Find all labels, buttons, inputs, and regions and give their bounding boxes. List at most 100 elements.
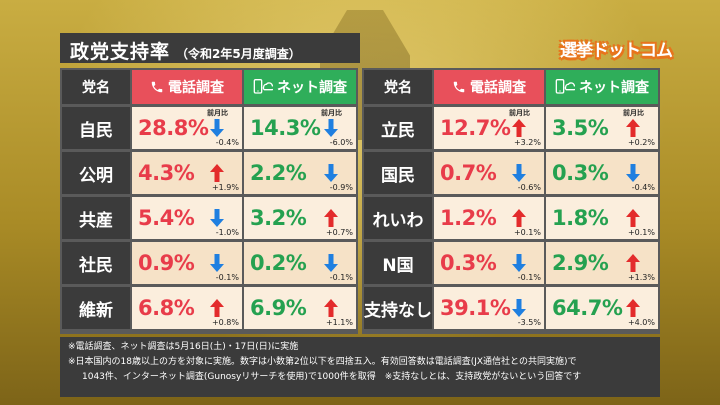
tel-percent: 0.9% [138, 251, 195, 275]
net-change: +1.1% [325, 318, 353, 327]
party-name: 維新 [62, 287, 130, 329]
tel-percent: 6.8% [138, 296, 195, 320]
mom-label: 前月比 [321, 109, 342, 117]
party-label: 維新 [79, 300, 113, 321]
arrow-down-icon [626, 164, 640, 182]
arrow-down-icon [324, 254, 338, 272]
arrow-up-icon [626, 299, 640, 317]
tel-value-cell: 0.3% -0.1% [434, 242, 544, 284]
tel-percent: 1.2% [440, 206, 497, 230]
tel-value-cell: 前月比 12.7% +3.2% [434, 107, 544, 149]
arrow-up-icon [512, 119, 526, 137]
tel-change: +1.9% [211, 183, 239, 192]
net-change: +0.7% [325, 228, 353, 237]
tel-change: +3.2% [513, 138, 541, 147]
tel-value-cell: 39.1% -3.5% [434, 287, 544, 329]
net-change: +0.2% [627, 138, 655, 147]
party-name: 立民 [364, 107, 432, 149]
party-name: 公明 [62, 152, 130, 194]
net-change: -0.1% [329, 273, 353, 282]
net-value-cell: 0.3% -0.4% [546, 152, 658, 194]
party-name: 自民 [62, 107, 130, 149]
arrow-up-icon [324, 299, 338, 317]
page-title: 政党支持率 [70, 41, 171, 63]
tel-percent: 0.3% [440, 251, 497, 275]
tel-change: +0.8% [211, 318, 239, 327]
net-value-cell: 1.8% +0.1% [546, 197, 658, 239]
tel-percent: 39.1% [440, 296, 511, 320]
arrow-down-icon [210, 254, 224, 272]
party-label: れいわ [372, 210, 424, 231]
net-change: -0.4% [631, 183, 655, 192]
page-subtitle: （令和2年5月度調査） [176, 47, 301, 61]
brand-logo: 選挙ドットコム [560, 41, 673, 61]
tel-change: -0.1% [215, 273, 239, 282]
table-row: 国民 0.7% -0.6% 0.3% -0.4% [364, 152, 658, 194]
arrow-up-icon [324, 209, 338, 227]
tel-value-cell: 0.7% -0.6% [434, 152, 544, 194]
net-change: +1.3% [627, 273, 655, 282]
party-name: 共産 [62, 197, 130, 239]
net-percent: 6.9% [250, 296, 307, 320]
tel-change: -0.6% [517, 183, 541, 192]
party-label: 共産 [79, 210, 113, 231]
phone-icon [150, 80, 164, 94]
net-change: -0.9% [329, 183, 353, 192]
table-row: 社民 0.9% -0.1% 0.2% -0.1% [62, 242, 356, 284]
header-party-label: 党名 [82, 80, 110, 96]
table-row: 自民 前月比 28.8% -0.4% 前月比 14.3% -6.0% [62, 107, 356, 149]
party-label: 自民 [79, 120, 113, 141]
table-row: 立民 前月比 12.7% +3.2% 前月比 3.5% +0.2% [364, 107, 658, 149]
tel-change: -1.0% [215, 228, 239, 237]
net-percent: 0.3% [552, 161, 609, 185]
net-percent: 3.2% [250, 206, 307, 230]
net-value-cell: 2.2% -0.9% [244, 152, 356, 194]
header-tel-label: 電話調査 [470, 80, 526, 96]
tel-value-cell: 前月比 28.8% -0.4% [132, 107, 242, 149]
header-party: 党名 [364, 70, 432, 104]
net-value-cell: 64.7% +4.0% [546, 287, 658, 329]
net-percent: 0.2% [250, 251, 307, 275]
tel-value-cell: 5.4% -1.0% [132, 197, 242, 239]
net-value-cell: 前月比 3.5% +0.2% [546, 107, 658, 149]
arrow-up-icon [626, 209, 640, 227]
arrow-up-icon [210, 299, 224, 317]
tel-change: +0.1% [513, 228, 541, 237]
party-label: 支持なし [364, 300, 432, 321]
table-row: 共産 5.4% -1.0% 3.2% +0.7% [62, 197, 356, 239]
arrow-down-icon [324, 164, 338, 182]
tel-value-cell: 1.2% +0.1% [434, 197, 544, 239]
table-row: N国 0.3% -0.1% 2.9% +1.3% [364, 242, 658, 284]
arrow-up-icon [210, 164, 224, 182]
arrow-down-icon [324, 119, 338, 137]
mom-label: 前月比 [623, 109, 644, 117]
tel-change: -3.5% [517, 318, 541, 327]
arrow-down-icon [210, 119, 224, 137]
table-row: 支持なし 39.1% -3.5% 64.7% +4.0% [364, 287, 658, 329]
header-party-label: 党名 [384, 80, 412, 96]
arrow-up-icon [626, 254, 640, 272]
net-percent: 1.8% [552, 206, 609, 230]
phone-icon [452, 80, 466, 94]
tel-change: -0.4% [215, 138, 239, 147]
smartphone-cloud-icon [555, 79, 575, 95]
footnote-line: ※電話調査、ネット調査は5月16日(土)・17日(日)に実施 [68, 342, 299, 352]
net-change: +4.0% [627, 318, 655, 327]
smartphone-cloud-icon [253, 79, 273, 95]
table-header-row: 党名 電話調査 ネット調査 [364, 70, 658, 104]
net-change: -6.0% [329, 138, 353, 147]
net-value-cell: 前月比 14.3% -6.0% [244, 107, 356, 149]
party-label: N国 [382, 255, 414, 276]
party-name: N国 [364, 242, 432, 284]
tel-percent: 5.4% [138, 206, 195, 230]
party-label: 立民 [381, 120, 415, 141]
tel-value-cell: 6.8% +0.8% [132, 287, 242, 329]
tel-percent: 28.8% [138, 116, 209, 140]
net-percent: 2.9% [552, 251, 609, 275]
arrow-up-icon [512, 209, 526, 227]
footnote-line: 1043件、インターネット調査(Gunosyリサーチを使用)で1000件を取得 … [82, 372, 582, 382]
header-net: ネット調査 [244, 70, 356, 104]
table-header-row: 党名 電話調査 ネット調査 [62, 70, 356, 104]
net-percent: 64.7% [552, 296, 623, 320]
header-party: 党名 [62, 70, 130, 104]
